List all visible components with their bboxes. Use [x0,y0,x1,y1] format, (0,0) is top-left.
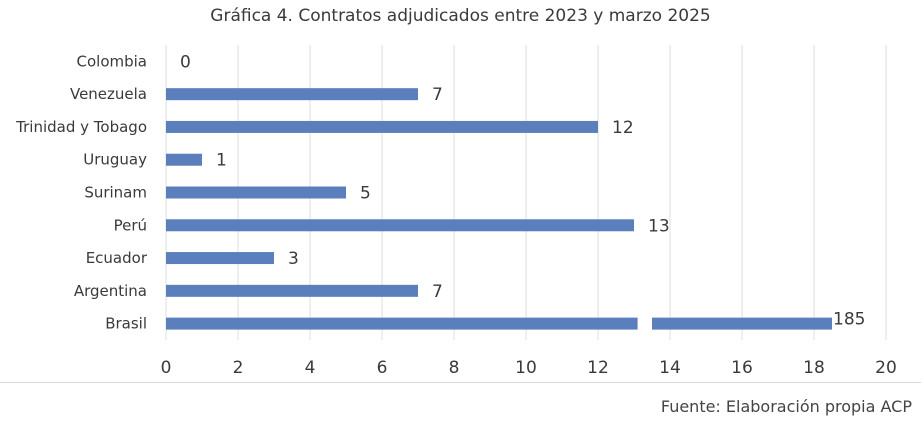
x-tick-label: 8 [449,358,460,378]
category-label: Surinam [84,184,147,202]
data-label: 185 [833,310,865,330]
data-label: 13 [648,216,670,236]
x-tick-label: 4 [305,358,316,378]
data-label: 1 [216,151,227,171]
data-label: 5 [360,184,371,204]
category-label: Argentina [74,282,147,300]
bar [166,252,274,265]
bar-after-break [652,317,832,330]
bars [166,88,832,330]
bar [166,186,346,199]
category-label: Ecuador [86,249,148,267]
x-tick-label: 20 [875,358,897,378]
x-tick-label: 10 [515,358,537,378]
category-label: Brasil [105,315,147,333]
bar [166,284,418,297]
x-axis-ticks: 0 2 4 6 8 10 12 14 16 18 20 [161,358,897,378]
x-tick-label: 14 [659,358,681,378]
category-labels: Colombia Venezuela Trinidad y Tobago Urugua… [15,52,148,332]
x-tick-label: 12 [587,358,609,378]
divider [0,382,921,383]
data-label: 0 [180,52,191,72]
x-tick-label: 6 [377,358,388,378]
bar [166,317,638,330]
category-label: Trinidad y Tobago [15,118,147,136]
chart-title: Gráfica 4. Contratos adjudicados entre 2… [210,6,711,26]
data-label: 3 [288,249,299,269]
category-label: Colombia [77,52,148,70]
category-label: Perú [114,216,147,234]
data-label: 12 [612,118,634,138]
x-tick-label: 16 [731,358,753,378]
data-label: 7 [432,282,443,302]
x-tick-label: 0 [161,358,172,378]
category-label: Uruguay [83,151,147,169]
x-tick-label: 2 [233,358,244,378]
data-labels: 0 7 12 1 5 13 3 7 185 [180,52,865,329]
bar [166,120,598,133]
bar [166,88,418,101]
bar [166,219,634,232]
category-label: Venezuela [70,85,147,103]
x-tick-label: 18 [803,358,825,378]
data-label: 7 [432,85,443,105]
bar [166,153,202,166]
source-note: Fuente: Elaboración propia ACP [660,397,912,416]
bar-chart: Colombia Venezuela Trinidad y Tobago Urugua… [15,45,897,378]
